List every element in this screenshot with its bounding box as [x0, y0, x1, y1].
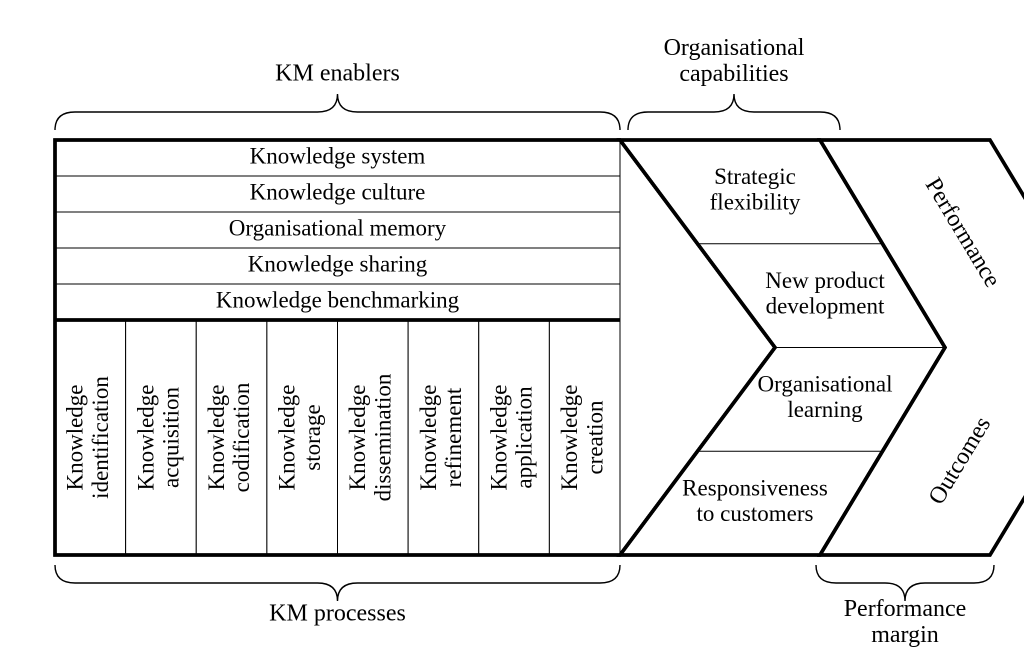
capability-label: New productdevelopment	[765, 268, 885, 318]
brace-km-enablers	[55, 94, 620, 130]
enabler-label: Knowledge sharing	[248, 251, 428, 276]
brace-capabilities	[628, 94, 840, 130]
capability-label: Strategicflexibility	[710, 165, 801, 215]
enabler-label: Knowledge system	[250, 143, 426, 168]
enabler-label: Knowledge culture	[250, 179, 426, 204]
brace-km-processes	[55, 565, 620, 601]
organisational-capabilities-label: Organisationalcapabilities	[664, 34, 805, 86]
process-label: Knowledgedissemination	[345, 373, 395, 501]
km-processes-label: KM processes	[269, 601, 406, 627]
capability-label: Responsivenessto customers	[682, 476, 828, 526]
process-label: Knowledgeapplication	[487, 384, 537, 490]
km-value-chain-diagram: Knowledge system Knowledge culture Organis…	[0, 0, 1024, 665]
enabler-label: Knowledge benchmarking	[216, 287, 460, 312]
km-enablers-label: KM enablers	[275, 61, 400, 87]
performance-margin-label: Performancemargin	[844, 595, 967, 647]
process-label: Knowledgeacquisition	[134, 384, 184, 490]
process-label: Knowledgeidentification	[63, 376, 113, 499]
process-label: Knowledgecodification	[204, 382, 254, 492]
enabler-label: Organisational memory	[229, 215, 447, 240]
process-label: Knowledgerefinement	[416, 384, 466, 490]
